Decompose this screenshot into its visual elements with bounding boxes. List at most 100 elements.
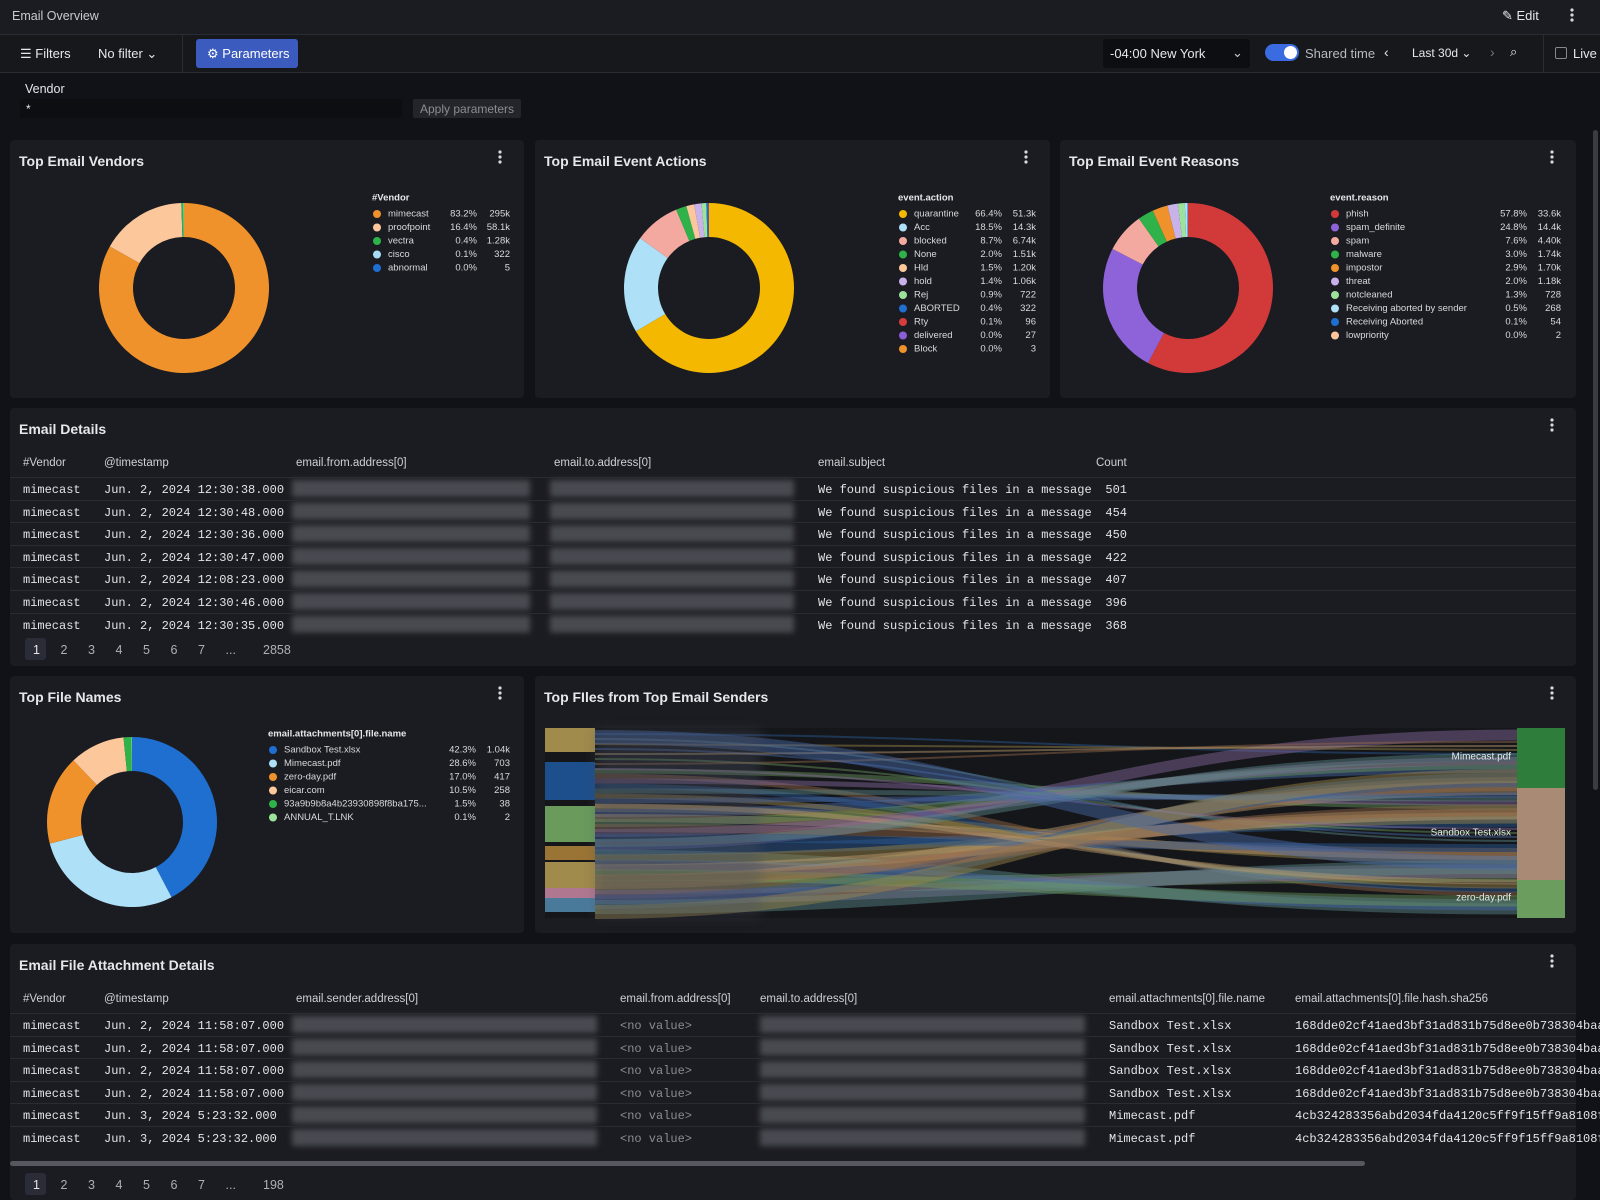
page-link[interactable]: 7 bbox=[198, 643, 205, 657]
table-cell: mimecast bbox=[23, 1109, 81, 1124]
parameter-label: Vendor bbox=[25, 82, 65, 96]
timezone-select[interactable] bbox=[1103, 39, 1250, 68]
page-link[interactable]: 6 bbox=[170, 643, 178, 657]
zoom-button[interactable]: ⌕ bbox=[1510, 44, 1518, 59]
page-link[interactable]: ... bbox=[225, 643, 236, 657]
parameters-text[interactable]: Parameters bbox=[222, 46, 290, 61]
page-link[interactable]: 2 bbox=[60, 643, 68, 657]
row-divider bbox=[10, 567, 1576, 569]
donut-slice bbox=[1177, 203, 1187, 238]
table-cell: We found suspicious files in a message bbox=[818, 483, 1092, 497]
live-label[interactable]: Live bbox=[1573, 46, 1597, 61]
page-link[interactable]: 5 bbox=[143, 1178, 150, 1192]
legend-label: Rej bbox=[914, 290, 928, 301]
table-cell: mimecast bbox=[23, 505, 81, 520]
edit-button[interactable]: ✎ Edit bbox=[1502, 8, 1539, 23]
page-link[interactable]: 3 bbox=[88, 643, 95, 657]
prev-button[interactable]: ‹ bbox=[1384, 44, 1389, 60]
legend-share: 8.7% bbox=[980, 236, 1002, 247]
legend-label: ABORTED bbox=[914, 303, 960, 314]
menu-icon bbox=[1550, 428, 1554, 432]
filters-label[interactable]: Filters bbox=[35, 46, 71, 61]
legend-share: 1.3% bbox=[1505, 290, 1527, 301]
page-title: Email Overview bbox=[12, 9, 99, 23]
page-link[interactable]: 2 bbox=[60, 1178, 68, 1192]
filter-select[interactable]: No filter ⌄ bbox=[98, 46, 158, 61]
parameter-input[interactable] bbox=[20, 99, 402, 118]
menu-icon bbox=[1550, 954, 1554, 958]
table-cell: We found suspicious files in a message bbox=[818, 618, 1092, 633]
page-link[interactable]: 4 bbox=[115, 643, 123, 657]
page-link[interactable]: 7 bbox=[198, 1178, 205, 1192]
page-link[interactable]: 1 bbox=[33, 1178, 40, 1192]
page-current[interactable] bbox=[25, 638, 46, 660]
table-cell: 396 bbox=[1105, 596, 1127, 610]
legend-label: vectra bbox=[388, 236, 415, 247]
table-cell: 407 bbox=[1105, 573, 1127, 588]
timezone-caret[interactable]: ⌄ bbox=[1232, 45, 1243, 60]
menu-icon bbox=[1550, 959, 1554, 963]
legend-count: 258 bbox=[494, 785, 510, 796]
menu-icon bbox=[498, 696, 502, 700]
page-link[interactable]: 6 bbox=[170, 1178, 178, 1192]
legend-count: 417 bbox=[494, 772, 510, 783]
live-checkbox[interactable] bbox=[1555, 47, 1567, 59]
v-scrollbar[interactable] bbox=[1593, 130, 1598, 790]
parameter-value[interactable]: * bbox=[26, 102, 31, 116]
page-link[interactable]: 4 bbox=[115, 1178, 123, 1192]
sankey-label: zero-day.pdf bbox=[1456, 893, 1511, 904]
edit-label[interactable]: Edit bbox=[1516, 8, 1539, 23]
page-link[interactable]: 198 bbox=[263, 1178, 284, 1192]
table-cell: Sandbox Test.xlsx bbox=[1109, 1041, 1232, 1056]
range-select[interactable]: Last 30d ⌄ bbox=[1412, 46, 1472, 60]
donut-slice bbox=[1112, 218, 1159, 265]
legend-swatch bbox=[899, 277, 907, 286]
redacted-cell bbox=[760, 1061, 1085, 1079]
filter-value[interactable]: No filter bbox=[98, 46, 143, 61]
page-link[interactable]: 3 bbox=[88, 1178, 95, 1192]
table-cell: Sandbox Test.xlsx bbox=[1109, 1086, 1232, 1101]
column-header: @timestamp bbox=[104, 457, 169, 469]
redacted-cell bbox=[760, 1038, 1085, 1056]
donut-slice bbox=[99, 203, 269, 374]
h-scrollbar[interactable] bbox=[10, 1161, 1365, 1166]
divider bbox=[182, 35, 183, 72]
column-header: #Vendor bbox=[23, 993, 66, 1005]
range-value[interactable]: Last 30d bbox=[1412, 46, 1459, 60]
panel bbox=[10, 140, 524, 398]
donut-slice bbox=[624, 238, 668, 332]
column-header: email.sender.address[0] bbox=[296, 993, 419, 1005]
legend-title: event.reason bbox=[1330, 193, 1389, 204]
legend-count: 1.74k bbox=[1538, 249, 1561, 260]
panel-title: Top Email Event Reasons bbox=[1069, 153, 1240, 169]
timezone-value[interactable]: -04:00 New York bbox=[1110, 46, 1206, 61]
table-cell: mimecast bbox=[23, 1064, 81, 1079]
legend-swatch bbox=[1331, 331, 1339, 340]
legend-label: blocked bbox=[914, 236, 947, 247]
table-cell: <no value> bbox=[620, 1064, 693, 1079]
legend-share: 1.5% bbox=[980, 263, 1002, 274]
page-link[interactable]: ... bbox=[225, 1178, 236, 1192]
filters-button[interactable]: ☰ Filters bbox=[20, 46, 71, 61]
table-cell: Jun. 2, 2024 11:58:07.000 bbox=[104, 1019, 285, 1033]
legend-label: quarantine bbox=[914, 209, 959, 220]
apply-label[interactable]: Apply parameters bbox=[420, 102, 515, 116]
table-cell: mimecast bbox=[23, 618, 81, 633]
menu-icon bbox=[1550, 150, 1554, 154]
parameters-label[interactable]: ⚙ Parameters bbox=[207, 46, 290, 61]
legend-label: Receiving aborted by sender bbox=[1346, 303, 1467, 314]
page-link[interactable]: 1 bbox=[33, 643, 40, 657]
apply-button[interactable] bbox=[413, 99, 521, 118]
table-cell: <no value> bbox=[620, 1109, 693, 1124]
page-link[interactable]: 2858 bbox=[263, 643, 291, 657]
menu-icon bbox=[1550, 696, 1554, 700]
table-cell: mimecast bbox=[23, 573, 81, 588]
panel-title: Email File Attachment Details bbox=[19, 957, 215, 973]
page-current[interactable] bbox=[25, 1173, 46, 1195]
page-link[interactable]: 5 bbox=[143, 643, 150, 657]
column-header: email.subject bbox=[818, 457, 886, 469]
next-button[interactable]: › bbox=[1490, 44, 1495, 60]
parameters-button[interactable] bbox=[196, 39, 298, 68]
column-header: email.attachments[0].file.hash.sha256 bbox=[1295, 993, 1489, 1005]
